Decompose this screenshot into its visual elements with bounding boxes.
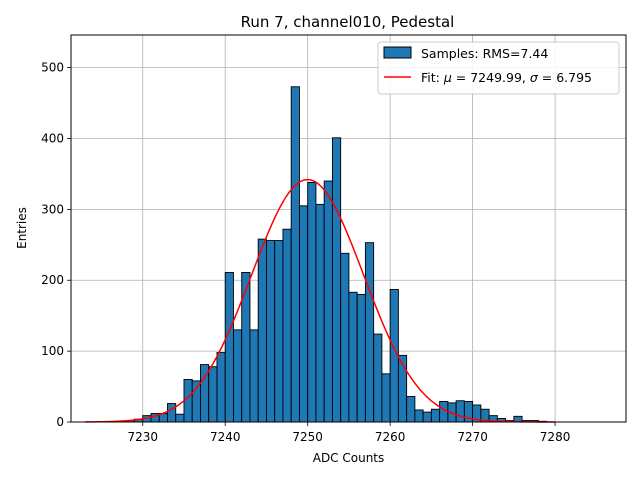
histogram-bar [249,329,259,423]
histogram-bar [340,252,350,423]
y-tick-label-4: 400 [41,131,64,145]
x-tick-label-3: 7260 [375,430,406,444]
legend-box [377,41,620,95]
histogram-bar [241,271,251,423]
legend-fit-label: Fit: μ = 7249.99, σ = 6.795 [421,70,592,85]
histogram-bar [356,293,366,423]
histogram-bar [373,333,383,423]
histogram-bar [224,271,234,423]
histogram-bar [381,373,391,423]
histogram-bar [315,203,325,423]
histogram-bar [290,86,300,423]
histogram-bar [167,403,177,423]
x-axis-ticks: 7230 7240 7250 7260 7270 7280 [127,422,570,444]
legend-fit-prefix: Fit: [421,70,444,85]
histogram-bar [348,291,358,423]
legend: Samples: RMS=7.44 Fit: μ = 7249.99, σ = … [377,41,620,95]
legend-mu-symbol: μ [443,70,452,85]
histogram-bar [233,329,243,423]
legend-samples-swatch [383,46,412,59]
histogram-bars [125,86,548,423]
histogram-bar [216,352,226,423]
x-tick-label-2: 7250 [292,430,323,444]
x-tick-label-4: 7270 [457,430,488,444]
x-tick-label-5: 7280 [540,430,571,444]
y-axis-ticks: 0 100 200 300 400 500 [41,61,71,429]
x-tick-label-1: 7240 [210,430,241,444]
y-tick-label-1: 100 [41,344,64,358]
x-axis-label: ADC Counts [313,451,385,465]
y-tick-label-3: 300 [41,202,64,216]
histogram-bar [282,228,292,423]
legend-sigma-symbol: σ [530,70,539,85]
y-axis-label: Entries [15,207,29,249]
histogram-bar [257,238,267,423]
plot-frame [70,34,627,423]
y-tick-label-2: 200 [41,273,64,287]
histogram-bar [422,411,432,423]
histogram-bar [298,205,309,423]
histogram-bar [208,366,218,423]
y-tick-label-0: 0 [56,415,64,429]
histogram-bar [307,181,317,423]
fit-curve-layer [85,178,556,423]
histogram-bar [183,379,193,423]
y-tick-label-5: 500 [41,61,64,75]
histogram-bar [265,240,276,423]
histogram-bar [406,396,416,423]
histogram-bar [331,137,342,423]
histogram-bar [323,180,333,423]
histogram-bar [175,413,185,423]
x-tick-label-0: 7230 [127,430,158,444]
histogram-bar [274,240,284,423]
histogram-bar [430,408,441,423]
chart-title: Run 7, channel010, Pedestal [241,13,455,31]
histogram-bar [414,409,424,423]
histogram-bar [455,400,465,423]
legend-mu-value: = 7249.99, [452,70,530,85]
legend-sigma-value: = 6.795 [538,70,592,85]
histogram-bar [364,242,375,423]
legend-samples-label: Samples: RMS=7.44 [421,46,548,61]
fit-curve [85,178,556,423]
histogram-bar [439,400,449,423]
